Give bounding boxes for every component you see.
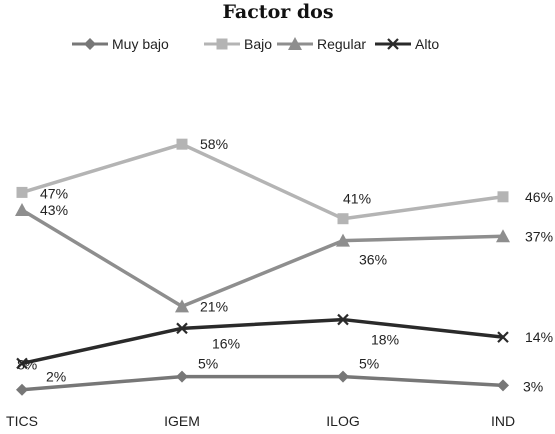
series-regular: 43% 21% 36% 37% bbox=[15, 202, 553, 314]
data-point bbox=[176, 322, 188, 335]
data-point bbox=[16, 383, 28, 396]
legend-item: Alto bbox=[375, 36, 439, 52]
series-line bbox=[21, 142, 504, 221]
data-point bbox=[337, 313, 349, 326]
series-line bbox=[21, 374, 504, 392]
legend-label: Muy bajo bbox=[112, 36, 169, 52]
legend-marker-triangle bbox=[288, 37, 302, 50]
data-point bbox=[496, 229, 510, 243]
legend-marker-diamond bbox=[84, 38, 96, 50]
data-label: 41% bbox=[343, 191, 371, 207]
x-tick-label: TICS bbox=[6, 413, 38, 429]
data-label: 5% bbox=[198, 356, 218, 372]
legend-label: Bajo bbox=[244, 36, 272, 52]
legend-item: Bajo bbox=[204, 36, 272, 52]
legend-item: Muy bajo bbox=[72, 36, 169, 52]
legend: Muy bajo Bajo Regular Alto bbox=[72, 36, 439, 52]
data-label: 3% bbox=[523, 378, 543, 394]
data-point bbox=[336, 233, 350, 247]
chart-title: Factor dos bbox=[222, 1, 333, 23]
series-muy-bajo: 2% 5% 5% 3% bbox=[16, 356, 543, 396]
data-point bbox=[497, 191, 509, 203]
x-tick-label: ILOG bbox=[326, 413, 359, 429]
data-label: 37% bbox=[525, 228, 553, 244]
data-label: 14% bbox=[525, 329, 553, 345]
plot-area: 2% 5% 5% 3% 47% 58% 41% 46% 43% 21% 36% 37% 8% 16% 18%… bbox=[15, 136, 553, 396]
data-point bbox=[15, 202, 29, 216]
legend-marker-square bbox=[216, 38, 228, 50]
data-label: 36% bbox=[359, 252, 387, 268]
data-label: 2% bbox=[46, 369, 66, 385]
x-axis: TICS IGEM ILOG IND bbox=[6, 413, 515, 429]
data-point bbox=[176, 138, 188, 150]
data-point bbox=[175, 299, 189, 313]
data-label: 43% bbox=[40, 202, 68, 218]
legend-marker-x bbox=[387, 38, 399, 50]
data-label: 58% bbox=[200, 136, 228, 152]
data-label: 18% bbox=[371, 332, 399, 348]
legend-label: Alto bbox=[415, 36, 439, 52]
data-label: 16% bbox=[212, 335, 240, 351]
x-tick-label: IND bbox=[491, 413, 515, 429]
data-point bbox=[497, 379, 509, 392]
data-point bbox=[337, 213, 349, 225]
series-line bbox=[21, 317, 504, 366]
data-label: 5% bbox=[359, 356, 379, 372]
legend-item: Regular bbox=[277, 36, 366, 52]
data-point bbox=[497, 331, 509, 343]
series-line bbox=[21, 208, 504, 309]
data-point bbox=[16, 186, 28, 198]
legend-label: Regular bbox=[317, 36, 366, 52]
data-point bbox=[16, 357, 28, 370]
data-label: 47% bbox=[40, 185, 68, 201]
data-label: 8% bbox=[17, 356, 37, 372]
data-point bbox=[337, 370, 349, 383]
data-point bbox=[176, 370, 188, 383]
x-tick-label: IGEM bbox=[164, 413, 200, 429]
series-alto: 8% 16% 18% 14% bbox=[16, 313, 553, 372]
data-label: 46% bbox=[525, 189, 553, 205]
series-bajo: 47% 58% 41% 46% bbox=[16, 136, 553, 225]
data-label: 21% bbox=[200, 298, 228, 314]
